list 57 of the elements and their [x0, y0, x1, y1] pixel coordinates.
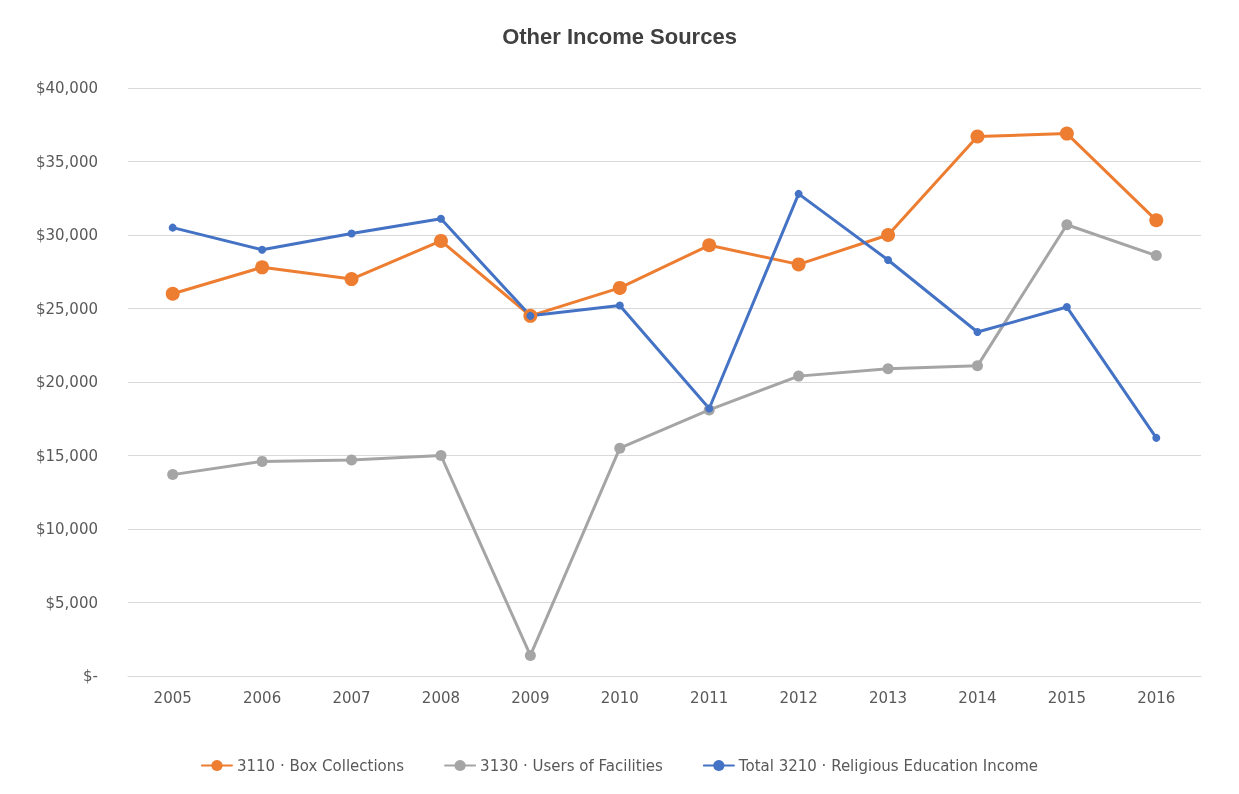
point	[167, 469, 179, 481]
point	[346, 454, 358, 466]
y-tick-label: $30,000	[35, 226, 98, 244]
x-tick-label: 2006	[243, 688, 282, 707]
legend-label: Total 3210 · Religious Education Income	[737, 756, 1039, 775]
point	[436, 214, 445, 223]
point	[702, 238, 717, 253]
x-tick-label: 2008	[421, 688, 461, 707]
x-tick-label: 2013	[868, 688, 908, 707]
x-tick-label: 2012	[779, 688, 818, 707]
point	[165, 286, 180, 301]
point	[1061, 219, 1073, 231]
point	[1059, 126, 1074, 141]
x-tick-label: 2014	[958, 688, 997, 707]
y-tick-label: $10,000	[35, 520, 98, 538]
y-tick-label: $35,000	[35, 152, 98, 171]
x-tick-label: 2010	[600, 688, 639, 707]
point	[433, 233, 448, 248]
point	[973, 328, 982, 337]
point	[255, 260, 270, 275]
point	[791, 257, 806, 272]
point	[1149, 213, 1164, 228]
y-tick-label: $15,000	[35, 446, 98, 465]
x-tick-label: 2007	[332, 688, 371, 707]
point	[970, 129, 985, 144]
point	[435, 450, 447, 461]
y-tick-label: $20,000	[35, 373, 98, 391]
point	[971, 360, 983, 372]
point	[344, 272, 359, 287]
y-tick-label: $25,000	[35, 299, 98, 318]
point	[614, 442, 626, 454]
point	[168, 223, 177, 232]
point	[256, 455, 268, 467]
y-tick-label: $5,000	[45, 593, 98, 612]
point	[347, 229, 356, 238]
chart-title: Other Income Sources	[502, 23, 737, 49]
point	[258, 245, 267, 254]
point	[1152, 433, 1161, 442]
y-tick-label: $40,000	[35, 79, 98, 97]
point	[615, 301, 624, 310]
point	[612, 280, 627, 295]
legend-label: 3130 · Users of Facilities	[480, 756, 664, 775]
point	[1150, 250, 1162, 262]
y-tick-label: $-	[83, 667, 98, 685]
x-tick-label: 2015	[1047, 688, 1086, 707]
point	[881, 228, 896, 242]
x-tick-label: 2005	[153, 688, 192, 707]
point	[794, 189, 803, 198]
point	[884, 255, 893, 264]
legend-label: 3110 · Box Collections	[236, 756, 405, 775]
x-tick-label: 2016	[1137, 688, 1176, 707]
point	[793, 370, 805, 382]
x-tick-label: 2009	[511, 688, 550, 707]
x-tick-label: 2011	[690, 688, 729, 707]
point	[524, 649, 536, 661]
point	[882, 363, 894, 375]
point	[1062, 303, 1071, 312]
